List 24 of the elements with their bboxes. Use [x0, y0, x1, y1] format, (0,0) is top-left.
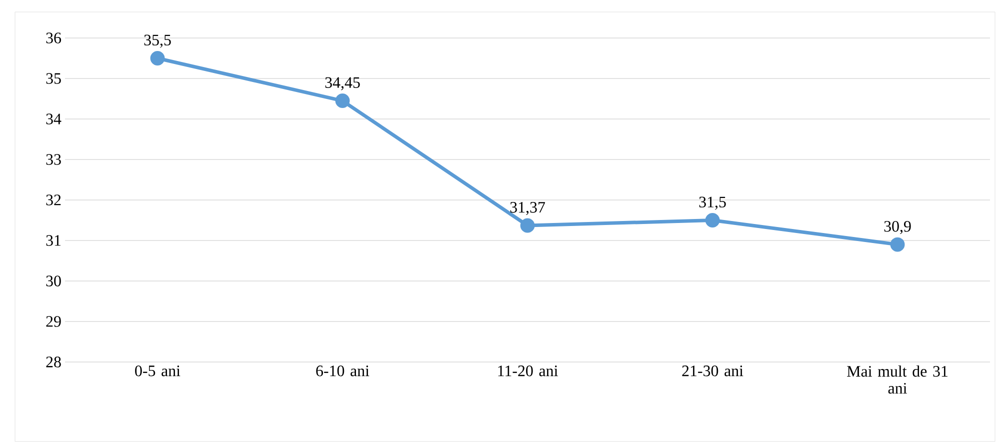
y-tick-label: 28 — [46, 356, 61, 368]
y-tick-label: 31 — [46, 235, 61, 246]
point — [705, 213, 720, 228]
point — [890, 237, 905, 252]
x-tick-label: 21-30 ani — [682, 366, 744, 376]
y-tick-label: 32 — [46, 194, 61, 206]
point — [335, 94, 350, 108]
data-label: 34,45 — [325, 77, 360, 90]
x-tick-label: 6-10 ani — [316, 366, 370, 376]
data-label: 30,9 — [884, 220, 911, 234]
y-tick-label: 29 — [46, 316, 61, 327]
data-label: 31,5 — [699, 196, 726, 210]
y-tick-label: 36 — [46, 32, 62, 44]
data-label: 35,5 — [144, 34, 171, 48]
x-tick-label: 11-20 ani — [498, 366, 558, 376]
point — [150, 51, 165, 66]
y-tick-label: 34 — [46, 114, 62, 124]
y-tick-label: 33 — [46, 154, 61, 165]
x-tick-label: 0-5 ani — [135, 366, 180, 376]
y-tick-label: 35 — [46, 73, 61, 84]
y-tick-label: 30 — [46, 276, 61, 286]
data-label: 31,37 — [510, 202, 545, 215]
point — [520, 218, 535, 233]
x-tick-label: Mai mult de 31 ani — [847, 366, 948, 394]
